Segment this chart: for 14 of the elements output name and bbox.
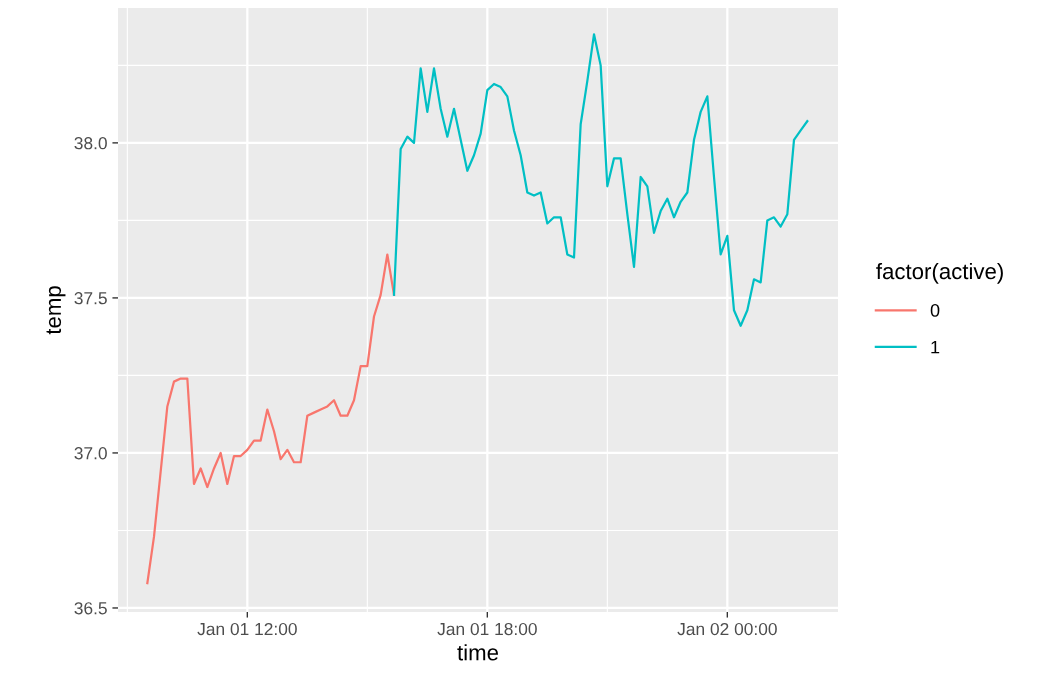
x-tick-label: Jan 01 18:00 bbox=[437, 622, 537, 636]
y-tick-label: 38.0 bbox=[74, 137, 107, 150]
legend-title: factor(active) bbox=[876, 262, 1003, 284]
line-series bbox=[392, 33, 809, 327]
y-tick-label: 37.5 bbox=[74, 292, 107, 305]
y-tick-label: 37.0 bbox=[74, 447, 107, 460]
legend-label: 0 bbox=[930, 304, 940, 317]
x-tick-label: Jan 01 12:00 bbox=[197, 622, 297, 636]
x-axis-title: time bbox=[457, 644, 498, 661]
y-tick-label: 36.5 bbox=[74, 602, 107, 615]
legend-label: 1 bbox=[931, 340, 940, 354]
x-tick-label: Jan 02 00:00 bbox=[677, 622, 777, 636]
y-axis-title: temp bbox=[46, 286, 66, 335]
line-series bbox=[146, 253, 396, 585]
